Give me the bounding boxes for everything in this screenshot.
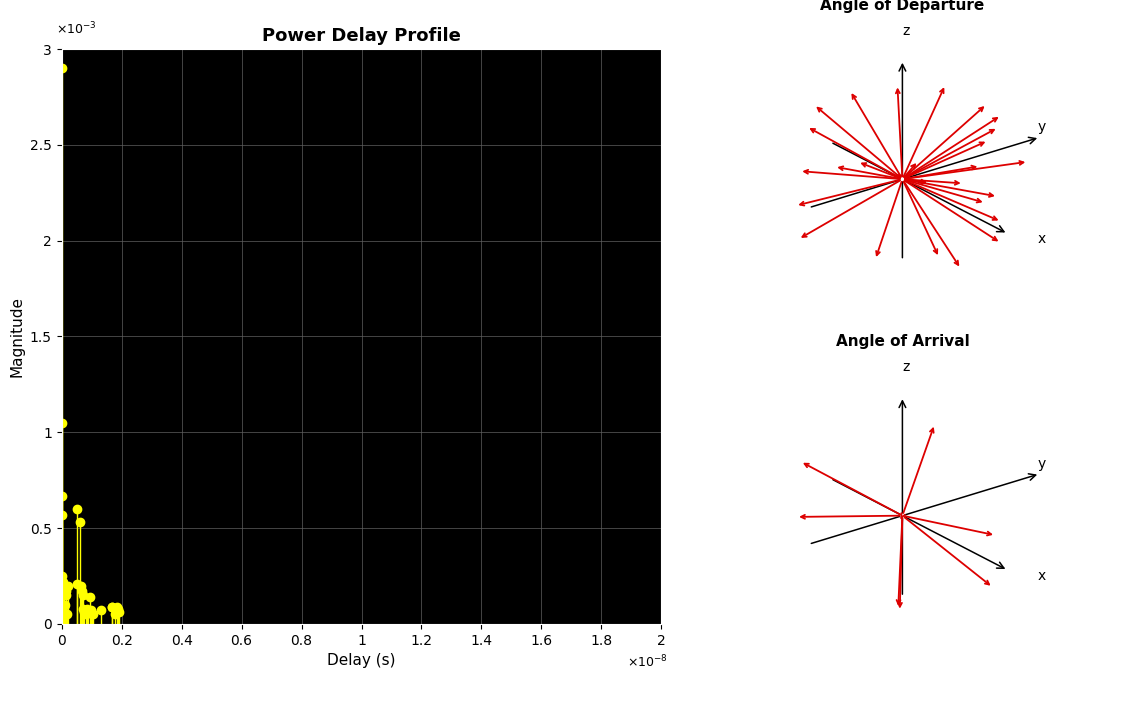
Title: Angle of Arrival: Angle of Arrival bbox=[835, 334, 970, 349]
Text: $\times10^{-3}$: $\times10^{-3}$ bbox=[56, 21, 96, 38]
Y-axis label: Magnitude: Magnitude bbox=[9, 296, 25, 377]
Title: Power Delay Profile: Power Delay Profile bbox=[262, 27, 461, 45]
Text: $\times10^{-8}$: $\times10^{-8}$ bbox=[627, 653, 667, 670]
Text: y: y bbox=[1038, 456, 1046, 470]
Text: y: y bbox=[1038, 120, 1046, 134]
Text: z: z bbox=[902, 360, 910, 374]
Text: x: x bbox=[1038, 233, 1046, 247]
Text: x: x bbox=[1038, 569, 1046, 583]
Text: z: z bbox=[902, 24, 910, 38]
Title: Angle of Departure: Angle of Departure bbox=[821, 0, 984, 13]
X-axis label: Delay (s): Delay (s) bbox=[327, 653, 396, 668]
